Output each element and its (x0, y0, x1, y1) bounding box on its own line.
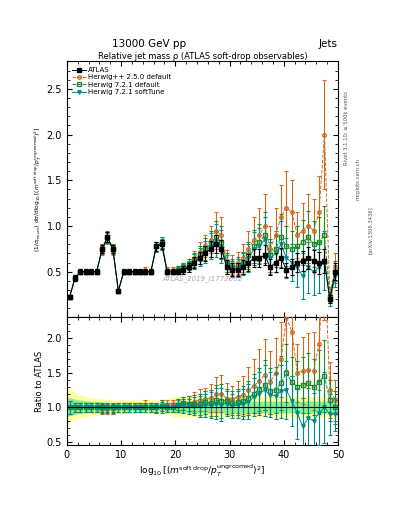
Y-axis label: Ratio to ATLAS: Ratio to ATLAS (35, 351, 44, 412)
Text: ATLAS_2019_I1772062: ATLAS_2019_I1772062 (162, 275, 242, 283)
Text: [arXiv:1306.3436]: [arXiv:1306.3436] (367, 206, 373, 254)
Text: 13000 GeV pp: 13000 GeV pp (112, 38, 186, 49)
X-axis label: $\log_{10}[(m^{\mathrm{soft\ drop}}/p_T^{\mathrm{ungroomed}})^2]$: $\log_{10}[(m^{\mathrm{soft\ drop}}/p_T^… (139, 463, 266, 479)
Y-axis label: $(1/\sigma_\mathrm{resum})\ \mathrm{d}\sigma/\mathrm{d}\log_{10}[(m^{\mathrm{sof: $(1/\sigma_\mathrm{resum})\ \mathrm{d}\s… (32, 126, 44, 252)
Text: Jets: Jets (319, 38, 338, 49)
Title: Relative jet mass ρ (ATLAS soft-drop observables): Relative jet mass ρ (ATLAS soft-drop obs… (97, 52, 307, 60)
Text: mcplots.cern.ch: mcplots.cern.ch (356, 158, 361, 200)
Legend: ATLAS, Herwig++ 2.5.0 default, Herwig 7.2.1 default, Herwig 7.2.1 softTune: ATLAS, Herwig++ 2.5.0 default, Herwig 7.… (70, 65, 174, 97)
Text: Rivet 3.1.10; ≥ 500k events: Rivet 3.1.10; ≥ 500k events (344, 91, 349, 165)
